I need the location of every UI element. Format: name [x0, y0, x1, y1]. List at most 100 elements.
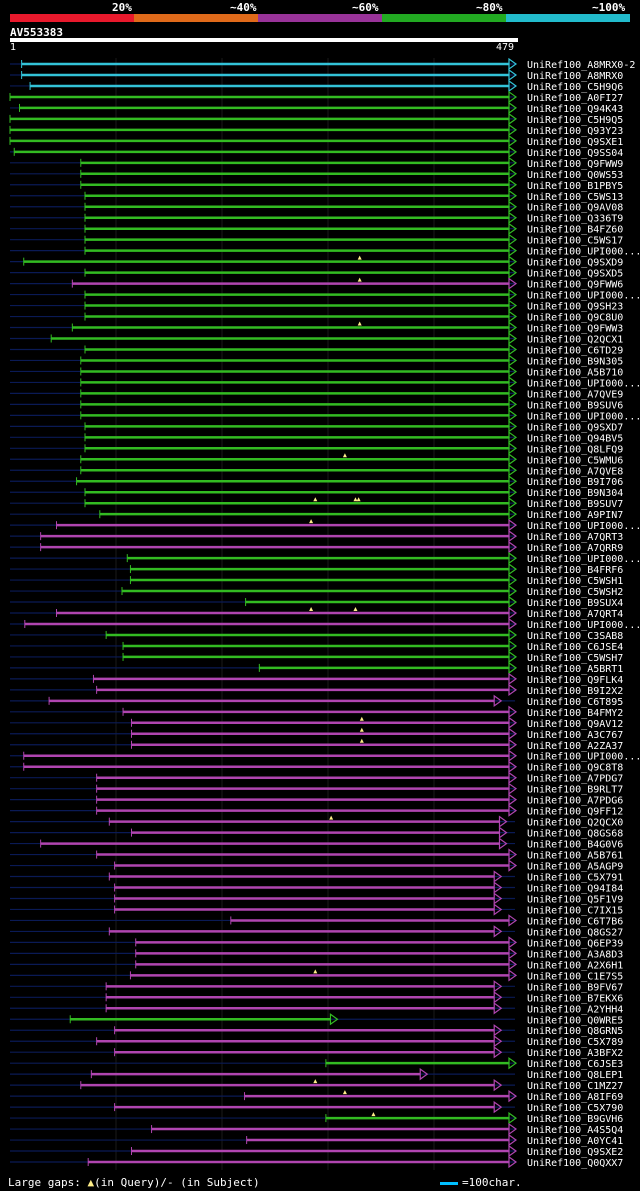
- hit-label[interactable]: UniRef100_B9SUV6: [527, 400, 623, 411]
- hit-row[interactable]: UniRef100_C5X791: [10, 870, 623, 884]
- hit-label[interactable]: UniRef100_B9I706: [527, 477, 623, 488]
- hit-label[interactable]: UniRef100_C6JSE3: [527, 1059, 623, 1070]
- hit-label[interactable]: UniRef100_A7QVE8: [527, 466, 623, 477]
- hit-label[interactable]: UniRef100_C6TD29: [527, 345, 623, 356]
- hit-label[interactable]: UniRef100_Q8GRN5: [527, 1026, 623, 1037]
- hit-label[interactable]: UniRef100_B4FMY2: [527, 708, 623, 719]
- hit-row[interactable]: UniRef100_B9RLT7: [10, 782, 623, 796]
- hit-label[interactable]: UniRef100_C5H9Q5: [527, 115, 623, 126]
- hit-row[interactable]: UniRef100_Q9SH23: [10, 299, 623, 313]
- hit-label[interactable]: UniRef100_UPI000...: [527, 411, 640, 422]
- hit-row[interactable]: UniRef100_C5WSH1: [10, 573, 623, 587]
- hit-label[interactable]: UniRef100_B9GVH6: [527, 1114, 623, 1125]
- hit-row[interactable]: UniRef100_Q9SXD7: [10, 420, 623, 433]
- hit-row[interactable]: UniRef100_UPI000...: [10, 376, 640, 389]
- hit-row[interactable]: UniRef100_Q5F1V9: [10, 892, 623, 905]
- hit-label[interactable]: UniRef100_Q0WRE5: [527, 1015, 623, 1026]
- hit-label[interactable]: UniRef100_A0YC41: [527, 1136, 623, 1147]
- hit-label[interactable]: UniRef100_UPI000...: [527, 521, 640, 532]
- hit-label[interactable]: UniRef100_B9FV67: [527, 982, 623, 993]
- hit-label[interactable]: UniRef100_Q9SXD7: [527, 422, 623, 433]
- hit-label[interactable]: UniRef100_B4FZ60: [527, 225, 623, 236]
- hit-row[interactable]: UniRef100_Q8GS27: [10, 925, 623, 938]
- hit-row[interactable]: UniRef100_A7PDG6: [10, 793, 623, 807]
- hit-row[interactable]: UniRef100_A3A8D3: [10, 947, 623, 960]
- hit-row[interactable]: UniRef100_Q8LEP1: [10, 1067, 623, 1081]
- hit-row[interactable]: UniRef100_B9SUX4: [10, 595, 623, 609]
- hit-row[interactable]: UniRef100_C7IX15: [10, 903, 623, 916]
- hit-label[interactable]: UniRef100_Q9SXE1: [527, 137, 623, 148]
- hit-row[interactable]: UniRef100_C5WMU6: [10, 453, 623, 466]
- hit-label[interactable]: UniRef100_B9N304: [527, 488, 623, 499]
- hit-row[interactable]: UniRef100_Q93Y23: [9, 123, 623, 137]
- hit-row[interactable]: UniRef100_C6JSE4: [10, 639, 623, 653]
- hit-label[interactable]: UniRef100_A5B710: [527, 367, 623, 378]
- hit-row[interactable]: UniRef100_Q0WS53: [10, 167, 623, 181]
- hit-row[interactable]: UniRef100_B4FMY2: [10, 705, 623, 719]
- hit-label[interactable]: UniRef100_A5B761: [527, 851, 623, 862]
- hit-label[interactable]: UniRef100_UPI000...: [527, 620, 640, 631]
- hit-label[interactable]: UniRef100_A7PDG6: [527, 796, 623, 807]
- hit-label[interactable]: UniRef100_A7QVE9: [527, 389, 623, 400]
- hit-row[interactable]: UniRef100_Q9FWW3: [10, 321, 623, 335]
- hit-label[interactable]: UniRef100_C5WS13: [527, 192, 623, 203]
- hit-row[interactable]: UniRef100_Q2QCX0: [10, 815, 623, 829]
- hit-label[interactable]: UniRef100_UPI000...: [527, 378, 640, 389]
- hit-row[interactable]: UniRef100_A7QRT3: [10, 529, 623, 543]
- hit-row[interactable]: UniRef100_C6T895: [10, 694, 623, 708]
- hit-row[interactable]: UniRef100_Q9FWW6: [10, 277, 623, 291]
- hit-label[interactable]: UniRef100_Q2QCX0: [527, 818, 623, 829]
- hit-row[interactable]: UniRef100_B1PBY5: [10, 178, 623, 192]
- hit-label[interactable]: UniRef100_C5WSH7: [527, 653, 623, 664]
- hit-label[interactable]: UniRef100_Q2QCX1: [527, 335, 623, 346]
- hit-label[interactable]: UniRef100_Q9C8U0: [527, 313, 623, 324]
- hit-row[interactable]: UniRef100_Q9FLK4: [10, 672, 623, 686]
- hit-row[interactable]: UniRef100_A5B710: [10, 365, 623, 378]
- hit-label[interactable]: UniRef100_A9PIN7: [527, 510, 623, 521]
- hit-label[interactable]: UniRef100_B9RLT7: [527, 785, 623, 796]
- hit-label[interactable]: UniRef100_C5WSH1: [527, 576, 623, 587]
- hit-row[interactable]: UniRef100_C5H9Q6: [10, 79, 623, 93]
- hit-label[interactable]: UniRef100_B4FRF6: [527, 565, 623, 576]
- hit-label[interactable]: UniRef100_Q8LFQ9: [527, 444, 623, 455]
- hit-label[interactable]: UniRef100_B7EKX6: [527, 993, 623, 1004]
- hit-row[interactable]: UniRef100_C5WS17: [10, 233, 623, 247]
- hit-label[interactable]: UniRef100_C6JSE4: [527, 642, 623, 653]
- hit-row[interactable]: UniRef100_A5B761: [10, 848, 623, 862]
- hit-row[interactable]: UniRef100_C1MZ27: [10, 1078, 623, 1092]
- hit-row[interactable]: UniRef100_A4S5Q4: [10, 1122, 623, 1136]
- hit-label[interactable]: UniRef100_Q0QXX7: [527, 1158, 623, 1169]
- hit-row[interactable]: UniRef100_UPI000...: [10, 617, 640, 631]
- hit-label[interactable]: UniRef100_C5WSH2: [527, 587, 623, 598]
- hit-row[interactable]: UniRef100_A7PDG7: [10, 771, 623, 785]
- hit-row[interactable]: UniRef100_Q9SS04: [10, 145, 623, 159]
- hit-label[interactable]: UniRef100_A4S5Q4: [527, 1125, 623, 1136]
- hit-label[interactable]: UniRef100_C3SAB8: [527, 631, 623, 642]
- hit-row[interactable]: UniRef100_Q8GS68: [10, 826, 623, 840]
- hit-label[interactable]: UniRef100_B9I2X2: [527, 686, 623, 697]
- hit-label[interactable]: UniRef100_Q8GS68: [527, 829, 623, 840]
- hit-label[interactable]: UniRef100_Q9AV08: [527, 203, 623, 214]
- hit-label[interactable]: UniRef100_A3BFX2: [527, 1048, 623, 1059]
- hit-row[interactable]: UniRef100_C5H9Q5: [9, 112, 623, 126]
- hit-row[interactable]: UniRef100_B9SUV7: [10, 497, 623, 510]
- hit-label[interactable]: UniRef100_B4G0V6: [527, 840, 623, 851]
- hit-row[interactable]: UniRef100_UPI000...: [10, 244, 640, 258]
- hit-row[interactable]: UniRef100_UPI000...: [10, 409, 640, 422]
- hit-row[interactable]: UniRef100_Q0WRE5: [10, 1013, 623, 1026]
- hit-row[interactable]: UniRef100_A7QVE8: [10, 464, 623, 477]
- hit-label[interactable]: UniRef100_A2YHH4: [527, 1004, 623, 1015]
- hit-row[interactable]: UniRef100_C6T7B6: [10, 914, 623, 927]
- hit-row[interactable]: UniRef100_C6TD29: [10, 343, 623, 356]
- hit-row[interactable]: UniRef100_A7QRT4: [10, 606, 623, 620]
- hit-label[interactable]: UniRef100_B9SUV7: [527, 499, 623, 510]
- hit-row[interactable]: UniRef100_A2X6H1: [10, 958, 623, 971]
- hit-row[interactable]: UniRef100_B4FRF6: [10, 562, 623, 576]
- hit-label[interactable]: UniRef100_A8MRX0: [527, 71, 623, 82]
- hit-label[interactable]: UniRef100_A7PDG7: [527, 774, 623, 785]
- hit-row[interactable]: UniRef100_UPI000...: [10, 518, 640, 532]
- hit-label[interactable]: UniRef100_C5X789: [527, 1037, 623, 1048]
- hit-label[interactable]: UniRef100_Q9FWW9: [527, 159, 623, 170]
- hit-row[interactable]: UniRef100_Q0QXX7: [10, 1155, 623, 1169]
- hit-row[interactable]: UniRef100_A5BRT1: [10, 661, 623, 675]
